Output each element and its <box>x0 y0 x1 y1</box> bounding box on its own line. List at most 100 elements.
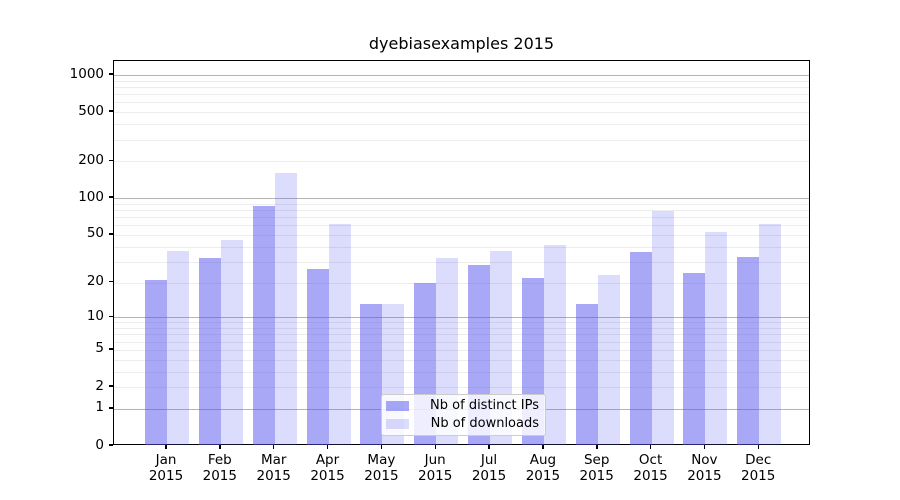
x-tick-year-oct: 2015 <box>633 468 668 484</box>
bar-distinct-ips-dec <box>737 256 760 445</box>
y-tick-mark-200 <box>109 159 113 161</box>
x-tick-label-oct: Oct 2015 <box>621 452 681 484</box>
y-tick-mark-50 <box>109 233 113 235</box>
bar-downloads-dec <box>759 223 782 445</box>
bar-distinct-ips-may <box>360 304 383 445</box>
x-tick-month-nov: Nov <box>691 452 718 468</box>
y-tick-mark-500 <box>109 110 113 112</box>
bar-downloads-feb <box>220 240 243 445</box>
y-tick-mark-100 <box>109 196 113 198</box>
plot-area: Nb of distinct IPs Nb of downloads <box>113 60 810 445</box>
x-tick-label-nov: Nov 2015 <box>674 452 734 484</box>
x-tick-label-jul: Jul 2015 <box>459 452 519 484</box>
bar-distinct-ips-nov <box>683 273 706 445</box>
y-tick-label-0: 0 <box>95 436 104 453</box>
minor-gridline-600 <box>114 102 809 104</box>
x-tick-month-jul: Jul <box>480 452 498 468</box>
x-tick-month-mar: Mar <box>260 452 287 468</box>
y-tick-mark-10 <box>109 315 113 317</box>
x-tick-label-may: May 2015 <box>351 452 411 484</box>
major-gridline-1000 <box>114 75 809 76</box>
minor-gridline-5 <box>114 349 809 351</box>
x-tick-year-jan: 2015 <box>148 468 184 484</box>
x-tick-mark-aug <box>542 445 544 449</box>
legend-swatch-distinct-ips <box>386 401 409 412</box>
minor-gridline-8 <box>114 328 809 329</box>
bar-distinct-ips-oct <box>629 252 652 445</box>
minor-gridline-90 <box>114 203 809 205</box>
y-tick-mark-20 <box>109 280 113 283</box>
legend-swatch-downloads <box>386 418 409 429</box>
x-tick-month-may: May <box>367 452 396 468</box>
y-tick-label-1000: 1000 <box>69 65 104 82</box>
y-tick-label-1: 1 <box>95 399 104 416</box>
minor-gridline-20 <box>114 282 809 284</box>
y-tick-mark-5 <box>109 348 113 350</box>
x-tick-label-feb: Feb 2015 <box>190 452 250 484</box>
minor-gridline-6 <box>114 341 809 343</box>
x-tick-mark-dec <box>757 445 759 449</box>
legend-label-downloads: Nb of downloads <box>430 415 539 431</box>
x-tick-mark-feb <box>219 445 221 449</box>
minor-gridline-700 <box>114 94 809 96</box>
y-tick-label-5: 5 <box>95 340 104 357</box>
minor-gridline-400 <box>114 124 809 126</box>
bar-distinct-ips-sep <box>575 304 598 445</box>
x-tick-month-sep: Sep <box>583 452 610 468</box>
y-tick-label-10: 10 <box>86 307 104 324</box>
x-tick-month-aug: Aug <box>529 452 557 468</box>
y-tick-label-2: 2 <box>95 377 104 394</box>
minor-gridline-9 <box>114 322 809 324</box>
x-tick-year-feb: 2015 <box>202 468 237 484</box>
bar-downloads-apr <box>328 223 351 445</box>
x-tick-mark-mar <box>272 445 275 449</box>
bar-distinct-ips-feb <box>198 258 221 445</box>
x-tick-month-jan: Jan <box>155 452 177 468</box>
minor-gridline-4 <box>114 359 809 361</box>
x-tick-year-may: 2015 <box>364 468 399 484</box>
x-tick-mark-jan <box>165 445 167 449</box>
minor-gridline-50 <box>114 234 809 236</box>
y-tick-mark-2 <box>109 385 113 387</box>
x-tick-mark-may <box>380 445 383 449</box>
minor-gridline-200 <box>114 161 809 163</box>
minor-gridline-3 <box>114 371 809 373</box>
major-gridline-10 <box>114 317 809 319</box>
x-tick-label-jun: Jun 2015 <box>405 452 465 484</box>
x-tick-label-sep: Sep 2015 <box>567 452 627 484</box>
x-tick-year-nov: 2015 <box>687 468 722 484</box>
minor-gridline-7 <box>114 334 809 336</box>
x-tick-year-apr: 2015 <box>310 468 345 484</box>
x-tick-year-dec: 2015 <box>741 468 776 484</box>
bar-downloads-nov <box>705 231 728 445</box>
minor-gridline-80 <box>114 210 809 211</box>
x-tick-year-mar: 2015 <box>256 468 291 484</box>
minor-gridline-60 <box>114 225 809 227</box>
minor-gridline-70 <box>114 217 809 219</box>
x-tick-mark-jul <box>488 445 490 449</box>
y-tick-label-20: 20 <box>86 273 104 289</box>
x-tick-year-sep: 2015 <box>579 468 614 484</box>
x-tick-month-apr: Apr <box>315 452 340 468</box>
x-tick-month-dec: Dec <box>745 452 772 468</box>
legend-item-distinct-ips: Nb of distinct IPs <box>386 398 539 414</box>
x-tick-mark-nov <box>703 445 706 449</box>
y-tick-label-100: 100 <box>78 188 104 205</box>
bar-downloads-jan <box>167 250 189 445</box>
bar-downloads-mar <box>274 173 297 445</box>
x-tick-label-dec: Dec 2015 <box>728 452 788 484</box>
x-tick-month-jun: Jun <box>424 452 446 468</box>
x-tick-year-jul: 2015 <box>471 468 507 484</box>
x-tick-mark-sep <box>596 445 598 449</box>
bar-distinct-ips-apr <box>306 269 329 445</box>
minor-gridline-2 <box>114 387 809 388</box>
x-tick-mark-oct <box>649 445 652 449</box>
y-tick-mark-0 <box>109 444 113 446</box>
y-tick-label-500: 500 <box>78 102 104 119</box>
bar-downloads-sep <box>597 275 620 445</box>
y-tick-label-200: 200 <box>78 151 104 168</box>
chart-title: dyebiasexamples 2015 <box>368 34 555 53</box>
minor-gridline-300 <box>114 139 809 141</box>
minor-gridline-900 <box>114 80 809 82</box>
